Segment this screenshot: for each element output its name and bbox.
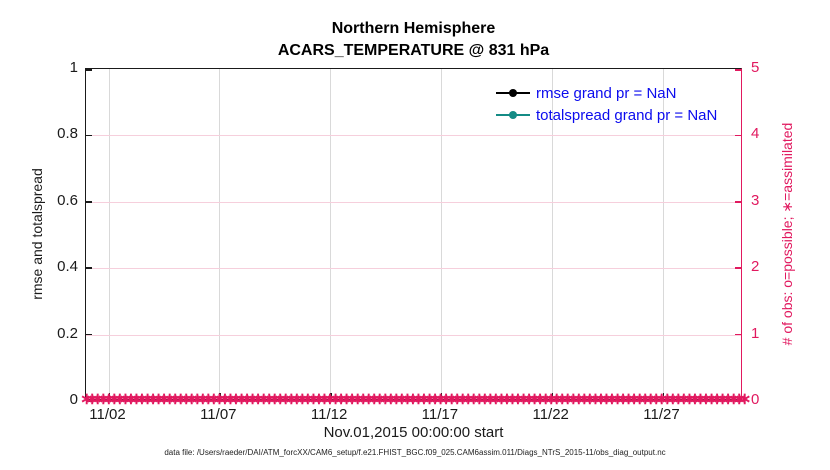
plot-area: rmse grand pr = NaN totalspread grand pr… [85, 68, 742, 402]
left-ytick-0-8: 0.8 [57, 125, 78, 143]
left-ytick-0-4: 0.4 [57, 258, 78, 276]
title-line2: ACARS_TEMPERATURE @ 831 hPa [277, 42, 550, 59]
tick-l [86, 333, 92, 336]
hgrid [86, 268, 741, 270]
vgrid [551, 69, 553, 399]
tick-l [86, 267, 92, 269]
x-axis-label: Nov.01,2015 00:00:00 start [323, 424, 504, 441]
tick-b [662, 393, 664, 399]
xtick-11-17: 11/17 [421, 406, 459, 423]
hgrid [86, 201, 741, 203]
legend: rmse grand pr = NaN totalspread grand pr… [496, 82, 717, 126]
right-ytick-0: 0 [751, 391, 760, 408]
legend-label-totalspread: totalspread grand pr = NaN [536, 106, 718, 124]
hgrid [86, 135, 741, 137]
tick-l [86, 201, 92, 203]
left-ytick-0: 0 [69, 391, 78, 408]
data-file-caption: data file: /Users/raeder/DAI/ATM_forcXX/… [164, 448, 666, 457]
left-ytick-0-2: 0.2 [57, 324, 78, 342]
tick-r [735, 333, 741, 336]
left-ytick-0-6: 0.6 [57, 191, 78, 209]
tick-b [108, 393, 110, 399]
rmse-line-swatch [496, 88, 530, 97]
vgrid [108, 69, 110, 399]
tick-r [735, 267, 741, 269]
totalspread-dot-marker [509, 110, 517, 119]
left-ytick-1: 1 [69, 59, 78, 76]
xtick-11-12: 11/12 [310, 406, 348, 423]
tick-l [86, 400, 92, 402]
legend-item-totalspread: totalspread grand pr = NaN [496, 104, 717, 126]
chart-title: Northern Hemisphere ACARS_TEMPERATURE @ … [85, 18, 742, 62]
totalspread-line-swatch [496, 110, 530, 119]
tick-b [219, 393, 221, 399]
tick-b [551, 393, 554, 399]
vgrid [330, 69, 332, 399]
vgrid [662, 69, 664, 399]
vgrid [440, 69, 442, 399]
legend-label-rmse: rmse grand pr = NaN [536, 84, 677, 102]
tick-l [86, 134, 92, 137]
title-line1: Northern Hemisphere [331, 20, 496, 37]
xtick-11-02: 11/02 [89, 406, 126, 423]
hgrid [86, 334, 741, 336]
xtick-11-22: 11/22 [532, 406, 569, 423]
right-ytick-2: 2 [751, 258, 760, 276]
vgrid [219, 69, 221, 399]
tick-l [86, 69, 92, 71]
tick-b [440, 393, 443, 399]
xtick-11-27: 11/27 [643, 406, 680, 423]
tick-r [735, 134, 741, 137]
legend-item-rmse: rmse grand pr = NaN [496, 82, 717, 104]
xtick-11-07: 11/07 [200, 406, 237, 423]
tick-r [735, 201, 741, 203]
right-ytick-1: 1 [751, 324, 760, 342]
right-ytick-4: 4 [751, 125, 760, 143]
right-ytick-3: 3 [751, 191, 760, 209]
rmse-dot-marker [509, 88, 517, 97]
tick-b [330, 393, 332, 399]
tick-r [735, 69, 741, 71]
right-ytick-5: 5 [751, 59, 760, 76]
tick-r [735, 400, 741, 402]
